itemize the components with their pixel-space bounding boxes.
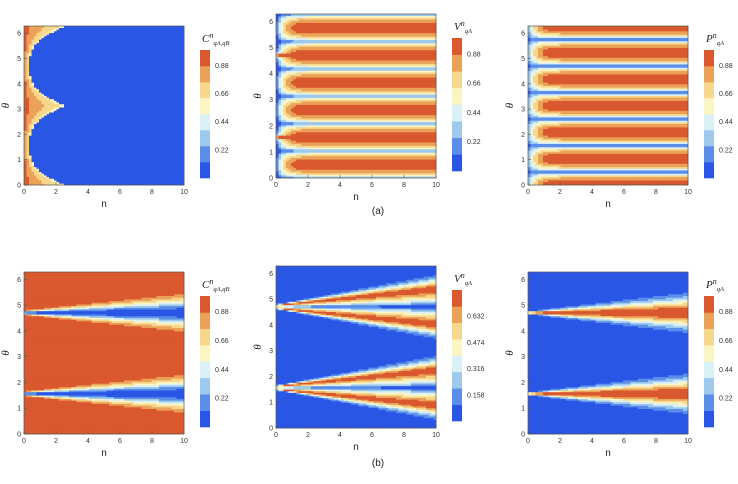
panel-0-heatmap <box>24 26 184 185</box>
